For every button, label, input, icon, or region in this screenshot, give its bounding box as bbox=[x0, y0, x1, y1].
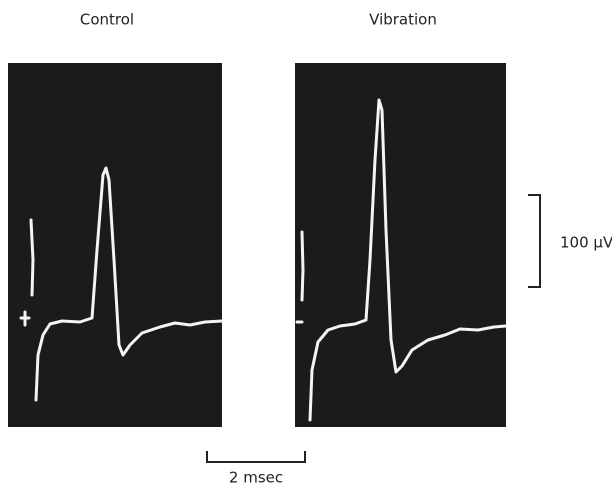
panel-title: Control bbox=[80, 11, 134, 29]
time-scale-label: 2 msec bbox=[229, 469, 283, 486]
panel-title: Vibration bbox=[369, 11, 437, 29]
oscilloscope-panel bbox=[295, 63, 506, 427]
voltage-scale-label: 100 μV bbox=[560, 234, 612, 252]
time-scale-bar bbox=[207, 451, 305, 462]
artifact bbox=[302, 232, 303, 300]
oscilloscope-panel bbox=[8, 63, 222, 427]
page: Control Vibration 100 μV 2 msec (() => {… bbox=[0, 0, 612, 485]
voltage-scale-bar bbox=[528, 195, 540, 287]
figure: Control Vibration 100 μV 2 msec bbox=[0, 0, 612, 485]
